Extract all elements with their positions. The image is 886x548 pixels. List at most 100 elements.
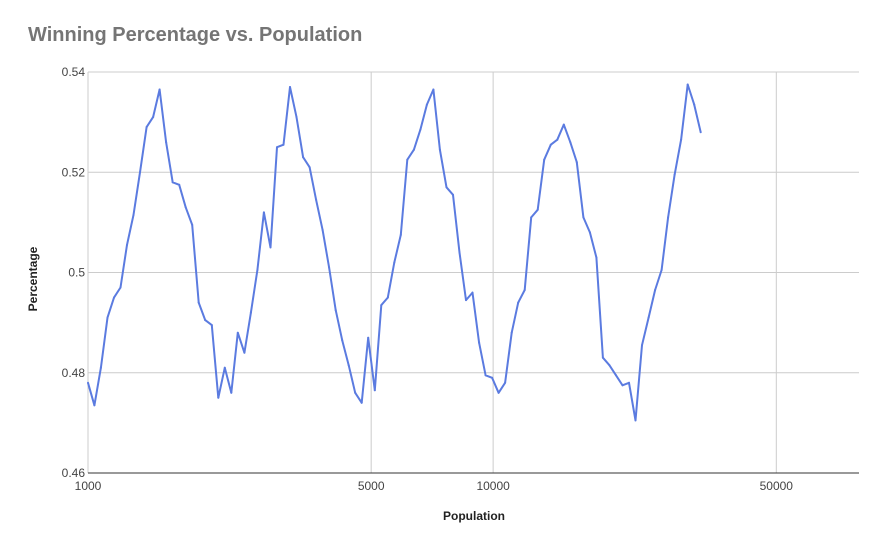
data-point bbox=[699, 131, 702, 134]
data-point bbox=[628, 381, 630, 384]
x-tick-label: 1000 bbox=[75, 479, 102, 493]
data-point bbox=[478, 341, 481, 344]
data-point bbox=[126, 243, 128, 246]
data-point bbox=[295, 116, 298, 119]
data-point bbox=[504, 381, 507, 384]
data-point bbox=[452, 193, 454, 196]
series-layer bbox=[87, 83, 702, 422]
data-point bbox=[217, 396, 220, 399]
data-point bbox=[87, 381, 89, 384]
data-point bbox=[686, 83, 689, 86]
chart-title: Winning Percentage vs. Population bbox=[28, 24, 363, 46]
data-point bbox=[549, 143, 552, 146]
data-point bbox=[641, 344, 643, 347]
data-point bbox=[360, 401, 363, 404]
data-point bbox=[93, 404, 96, 407]
data-point bbox=[289, 86, 291, 88]
data-point bbox=[197, 301, 200, 304]
data-point bbox=[386, 296, 389, 299]
y-tick-label: 0.54 bbox=[62, 65, 86, 79]
data-point bbox=[667, 216, 670, 219]
y-tick-label: 0.52 bbox=[62, 165, 86, 179]
data-point bbox=[601, 356, 604, 359]
data-point bbox=[399, 233, 402, 236]
data-point bbox=[249, 311, 252, 314]
data-point bbox=[588, 231, 591, 234]
data-point bbox=[615, 374, 617, 377]
x-tick-labels: 1000 5000 10000 50000 bbox=[75, 479, 794, 493]
y-tick-label: 0.46 bbox=[62, 466, 86, 480]
data-point bbox=[543, 158, 546, 161]
data-point bbox=[425, 103, 428, 106]
data-point bbox=[471, 291, 474, 294]
data-point bbox=[262, 211, 265, 214]
data-point bbox=[315, 198, 318, 201]
data-point bbox=[354, 391, 357, 394]
data-point bbox=[654, 289, 657, 291]
data-point bbox=[99, 366, 102, 369]
data-point bbox=[367, 336, 370, 339]
data-point bbox=[406, 158, 409, 161]
data-point bbox=[334, 309, 337, 312]
data-point bbox=[438, 148, 441, 151]
data-point bbox=[458, 251, 461, 254]
data-point bbox=[145, 126, 148, 129]
data-point bbox=[673, 173, 676, 176]
data-point bbox=[321, 228, 324, 231]
data-point bbox=[647, 316, 650, 319]
data-point bbox=[256, 269, 259, 271]
data-point bbox=[445, 186, 448, 189]
data-point bbox=[243, 351, 246, 354]
data-point bbox=[171, 181, 174, 184]
data-point bbox=[210, 324, 213, 327]
data-point bbox=[276, 146, 278, 149]
data-point bbox=[575, 161, 578, 164]
data-point bbox=[223, 366, 226, 369]
data-point bbox=[347, 364, 350, 367]
data-point bbox=[608, 364, 611, 367]
data-point bbox=[569, 141, 572, 144]
x-tick-label: 10000 bbox=[476, 479, 510, 493]
data-point bbox=[621, 384, 624, 387]
data-point bbox=[236, 331, 239, 334]
data-point bbox=[302, 156, 305, 159]
y-tick-label: 0.48 bbox=[62, 366, 86, 380]
data-point bbox=[393, 261, 396, 264]
data-point bbox=[680, 138, 683, 141]
data-point bbox=[556, 138, 559, 141]
data-point bbox=[158, 88, 161, 91]
data-point bbox=[412, 148, 415, 151]
data-point bbox=[419, 128, 422, 131]
data-point bbox=[510, 331, 513, 334]
series-line bbox=[87, 83, 702, 422]
data-point bbox=[660, 269, 663, 271]
data-point bbox=[132, 213, 135, 216]
data-point bbox=[184, 206, 187, 209]
data-point bbox=[497, 391, 500, 394]
data-point bbox=[380, 304, 383, 307]
data-point bbox=[341, 339, 344, 342]
data-point bbox=[634, 419, 637, 422]
data-point bbox=[308, 166, 311, 169]
data-point bbox=[523, 289, 526, 291]
data-point bbox=[152, 116, 155, 119]
y-axis-title: Percentage bbox=[26, 246, 40, 311]
x-axis-title: Population bbox=[443, 509, 505, 523]
data-point bbox=[139, 171, 141, 174]
data-point bbox=[465, 299, 467, 302]
data-point bbox=[230, 391, 233, 394]
data-point bbox=[536, 208, 539, 211]
data-point bbox=[106, 316, 109, 319]
data-point bbox=[530, 216, 533, 219]
data-point bbox=[562, 123, 565, 126]
x-tick-label: 50000 bbox=[760, 479, 794, 493]
data-point bbox=[517, 301, 520, 304]
data-point bbox=[269, 246, 272, 249]
data-point bbox=[484, 374, 487, 377]
data-point bbox=[191, 223, 194, 226]
data-point bbox=[178, 183, 181, 186]
x-tick-label: 5000 bbox=[358, 479, 385, 493]
y-tick-labels: 0.46 0.48 0.5 0.52 0.54 bbox=[62, 65, 86, 480]
data-point bbox=[595, 256, 598, 259]
